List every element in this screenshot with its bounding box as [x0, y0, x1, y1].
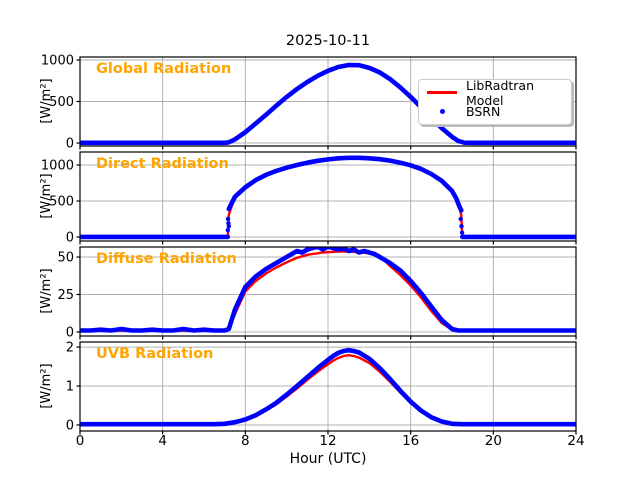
subplot-label-uvb-radiation: UVB Radiation: [96, 346, 214, 362]
bsrn-scatter-point: [225, 228, 230, 233]
y-tick-label: 0: [66, 231, 74, 246]
y-tick-label: 50: [57, 251, 74, 266]
subplot-label-direct-radiation: Direct Radiation: [96, 156, 229, 172]
y-tick-label: 0: [66, 418, 74, 433]
bsrn-dot-icon: [427, 109, 457, 114]
bsrn-scatter-point: [226, 224, 231, 229]
chart-title: 2025-10-11: [285, 33, 371, 49]
x-tick-label: 0: [76, 433, 85, 449]
bsrn-series: [80, 247, 576, 333]
bsrn-series: [80, 62, 576, 146]
y-axis-label-uvb: [W/m²]: [39, 363, 54, 409]
y-axis-label-diffuse: [W/m²]: [39, 268, 54, 314]
bsrn-scatter-point: [459, 224, 464, 229]
subplot-label-diffuse-radiation: Diffuse Radiation: [96, 251, 237, 267]
bsrn-scatter-point: [459, 230, 465, 235]
subplot-direct-radiation: 0 500 1000: [41, 151, 577, 246]
y-tick-label: 500: [49, 95, 74, 110]
subplot-global-radiation: 0 500 1000: [41, 53, 577, 152]
y-tick-label: 1000: [41, 158, 74, 173]
y-axis-label-global: [W/m²]: [39, 78, 54, 124]
y-tick-label: 500: [49, 195, 74, 210]
x-tick-label: 24: [567, 433, 584, 449]
y-tick-label: 1: [66, 380, 74, 395]
subplot-diffuse-radiation: 0 25 50: [57, 246, 577, 340]
bsrn-scatter-point: [225, 216, 231, 222]
subplot-label-global-radiation: Global Radiation: [96, 61, 232, 77]
x-tick-label: 16: [402, 433, 419, 449]
y-tick-label: 2: [66, 341, 74, 356]
model-line-icon: [427, 90, 457, 95]
bsrn-series: [80, 347, 576, 427]
x-tick-label: 4: [158, 433, 167, 449]
legend-item-model: LibRadtran Model: [427, 78, 563, 108]
x-tick-label: 20: [485, 433, 502, 449]
x-axis-label: Hour (UTC): [289, 451, 367, 467]
bsrn-scatter-point: [458, 216, 463, 222]
y-tick-label: 1000: [41, 53, 74, 68]
legend-item-bsrn: BSRN: [427, 102, 563, 121]
legend: LibRadtran Model BSRN: [418, 78, 572, 125]
y-tick-label: 0: [66, 325, 74, 340]
legend-label-bsrn: BSRN: [466, 104, 501, 119]
bsrn-series: [226, 155, 464, 213]
legend-label-model: LibRadtran Model: [466, 77, 534, 108]
x-tick-label: 8: [241, 433, 250, 449]
x-tick-label: 12: [319, 433, 336, 449]
y-axis-label-direct: [W/m²]: [39, 173, 54, 219]
y-tick-label: 0: [66, 137, 74, 152]
y-tick-label: 25: [57, 288, 74, 303]
